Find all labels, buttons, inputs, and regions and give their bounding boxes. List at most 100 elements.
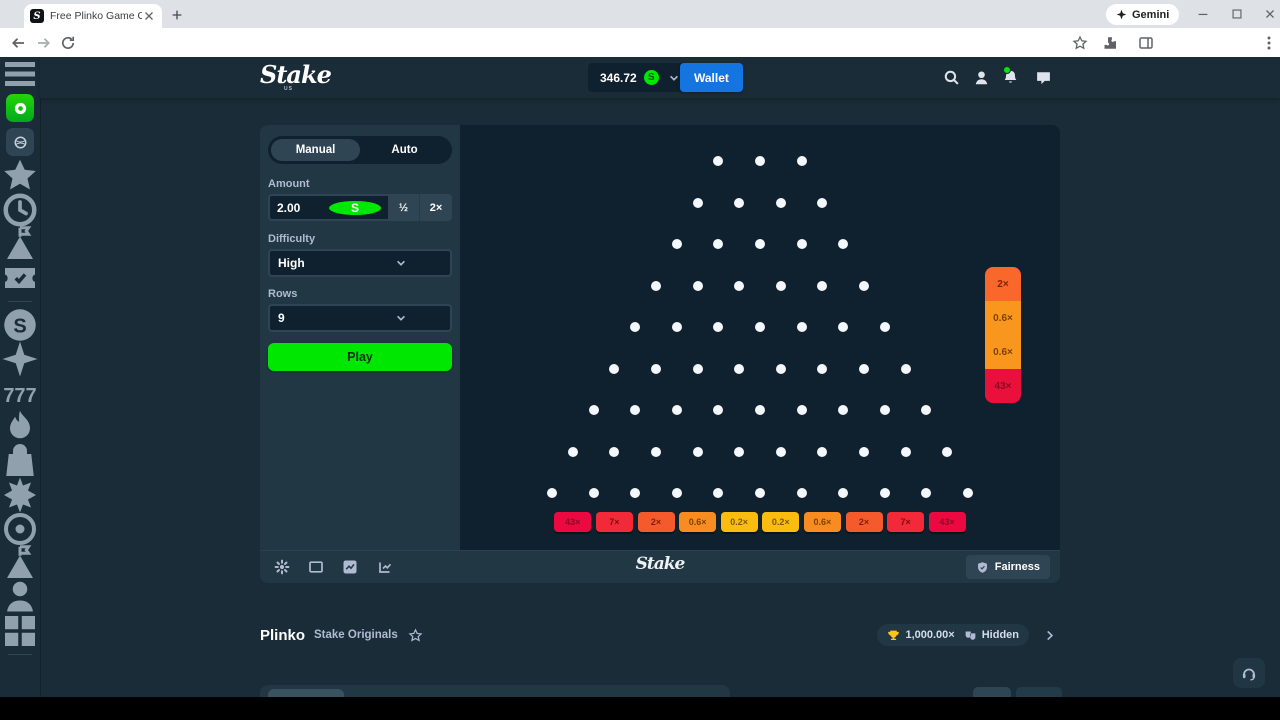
bets-control-cutoff[interactable] <box>1016 687 1062 697</box>
sidebar-item-races[interactable] <box>0 545 40 580</box>
new-releases-icon <box>0 475 40 515</box>
sidebar-item-challenges[interactable] <box>0 226 40 261</box>
window-maximize-icon[interactable] <box>1230 7 1244 21</box>
new-tab-icon[interactable] <box>170 8 184 22</box>
half-bet-button[interactable]: ½ <box>388 194 420 221</box>
sidebar-item-stake-exclusives[interactable] <box>0 341 40 377</box>
support-button[interactable] <box>1233 658 1265 688</box>
fairness-button[interactable]: Fairness <box>965 555 1050 579</box>
double-bet-button[interactable]: 2× <box>420 194 452 221</box>
stake-coin-icon: S <box>643 70 659 85</box>
sidebar-item-game-shows[interactable] <box>0 512 40 546</box>
forward-icon[interactable] <box>36 35 52 51</box>
favourite-star-icon[interactable] <box>408 627 423 643</box>
browser-tab[interactable]: S Free Plinko Game Online - Play <box>24 4 162 28</box>
peg <box>692 446 703 457</box>
game-settings-icon[interactable] <box>274 559 290 575</box>
side-panel-icon[interactable] <box>1138 35 1154 51</box>
difficulty-select[interactable]: High <box>268 249 452 277</box>
bucket-0.6×: 0.6× <box>679 512 717 532</box>
play-button[interactable]: Play <box>268 343 452 371</box>
peg <box>796 488 807 498</box>
browser-menu-icon[interactable] <box>1261 35 1277 51</box>
window-minimize-icon[interactable] <box>1196 7 1210 21</box>
sidebar-item-slots[interactable]: 777 <box>0 376 40 410</box>
search-icon[interactable] <box>943 69 960 86</box>
bucket-7×: 7× <box>887 512 925 532</box>
all-games-icon <box>0 611 40 651</box>
gemini-button[interactable]: Gemini <box>1106 4 1180 25</box>
rows-label: Rows <box>268 288 298 300</box>
sidebar-item-all-games[interactable] <box>0 614 40 648</box>
live-stats-icon[interactable] <box>342 559 358 575</box>
bets-tab-pill[interactable] <box>268 689 344 697</box>
extensions-icon[interactable] <box>1102 35 1118 51</box>
wallet-button[interactable]: Wallet <box>680 63 743 92</box>
recent-icon <box>0 190 40 230</box>
peg <box>817 197 828 208</box>
sidebar-item-hot-games[interactable] <box>0 410 40 444</box>
profile-icon[interactable] <box>973 69 990 86</box>
bets-control-cutoff[interactable] <box>973 687 1011 697</box>
window-close-icon[interactable] <box>1263 7 1277 21</box>
rows-select[interactable]: 9 <box>268 304 452 332</box>
chat-icon[interactable] <box>1035 69 1052 86</box>
sidebar-item-bonus-buys[interactable] <box>0 444 40 478</box>
peg <box>796 239 807 249</box>
amount-label: Amount <box>268 178 310 190</box>
sidebar-item-my-bets[interactable] <box>0 261 40 295</box>
peg <box>921 488 932 498</box>
bookmark-icon[interactable] <box>1072 35 1088 51</box>
peg <box>651 363 661 374</box>
chevron-down-icon <box>360 257 442 269</box>
history-result-0.6×[interactable]: 0.6× <box>985 335 1021 369</box>
peg <box>630 405 641 415</box>
plinko-board: 2× 0.6× 0.6× 43× 43× 7× 2× 0.6× 0.2× 0.2× 0.6× 2× 7… <box>460 125 1060 550</box>
amount-input[interactable]: 2.00 S <box>268 194 388 221</box>
balance-dropdown[interactable]: 346.72 S <box>588 63 688 92</box>
peg <box>692 197 703 208</box>
expand-chevron-icon[interactable] <box>1043 629 1056 642</box>
tab-manual[interactable]: Manual <box>271 139 360 161</box>
sidebar-item-favourites[interactable] <box>0 159 40 193</box>
sidebar: S 777 <box>0 57 40 697</box>
sidebar-item-new-releases[interactable] <box>0 475 40 515</box>
tab-auto[interactable]: Auto <box>391 144 418 156</box>
mode-toggle: Manual Auto <box>268 136 452 164</box>
chevron-down-icon <box>668 72 680 84</box>
sidebar-item-table-games[interactable] <box>0 580 40 614</box>
sidebar-item-casino[interactable] <box>0 91 40 125</box>
shield-check-icon <box>976 561 989 574</box>
game-provider-link[interactable]: Stake Originals <box>314 629 398 641</box>
peg <box>567 446 578 457</box>
max-win-pill[interactable]: 1,000.00× Hidden <box>877 624 1029 646</box>
peg <box>817 280 828 291</box>
leaderboard-icon[interactable] <box>377 559 393 575</box>
tab-close-icon[interactable] <box>142 9 156 23</box>
peg <box>942 446 953 457</box>
sidebar-item-recent[interactable] <box>0 193 40 227</box>
fairness-label: Fairness <box>994 561 1040 573</box>
sidebar-item-stake-originals[interactable]: S <box>0 308 40 342</box>
favourites-icon <box>0 156 40 196</box>
peg <box>734 197 745 208</box>
sidebar-item-sports[interactable] <box>0 125 40 159</box>
peg <box>859 363 869 374</box>
history-result-0.6×[interactable]: 0.6× <box>985 301 1021 335</box>
peg <box>900 446 911 457</box>
reload-icon[interactable] <box>60 35 76 51</box>
peg <box>671 239 682 249</box>
peg <box>630 322 641 332</box>
peg <box>838 239 849 249</box>
peg <box>817 446 828 457</box>
plinko-game: Manual Auto Amount 2.00 S ½ 2× Difficult… <box>260 125 1060 583</box>
peg <box>651 280 661 291</box>
stake-logo[interactable]: Stake <box>260 60 332 89</box>
sidebar-item-menu[interactable] <box>0 57 40 91</box>
back-icon[interactable] <box>10 35 26 51</box>
svg-text:S: S <box>13 316 26 338</box>
history-result-2×[interactable]: 2× <box>985 267 1021 301</box>
theatre-mode-icon[interactable] <box>308 559 324 575</box>
history-result-43×[interactable]: 43× <box>985 369 1021 403</box>
